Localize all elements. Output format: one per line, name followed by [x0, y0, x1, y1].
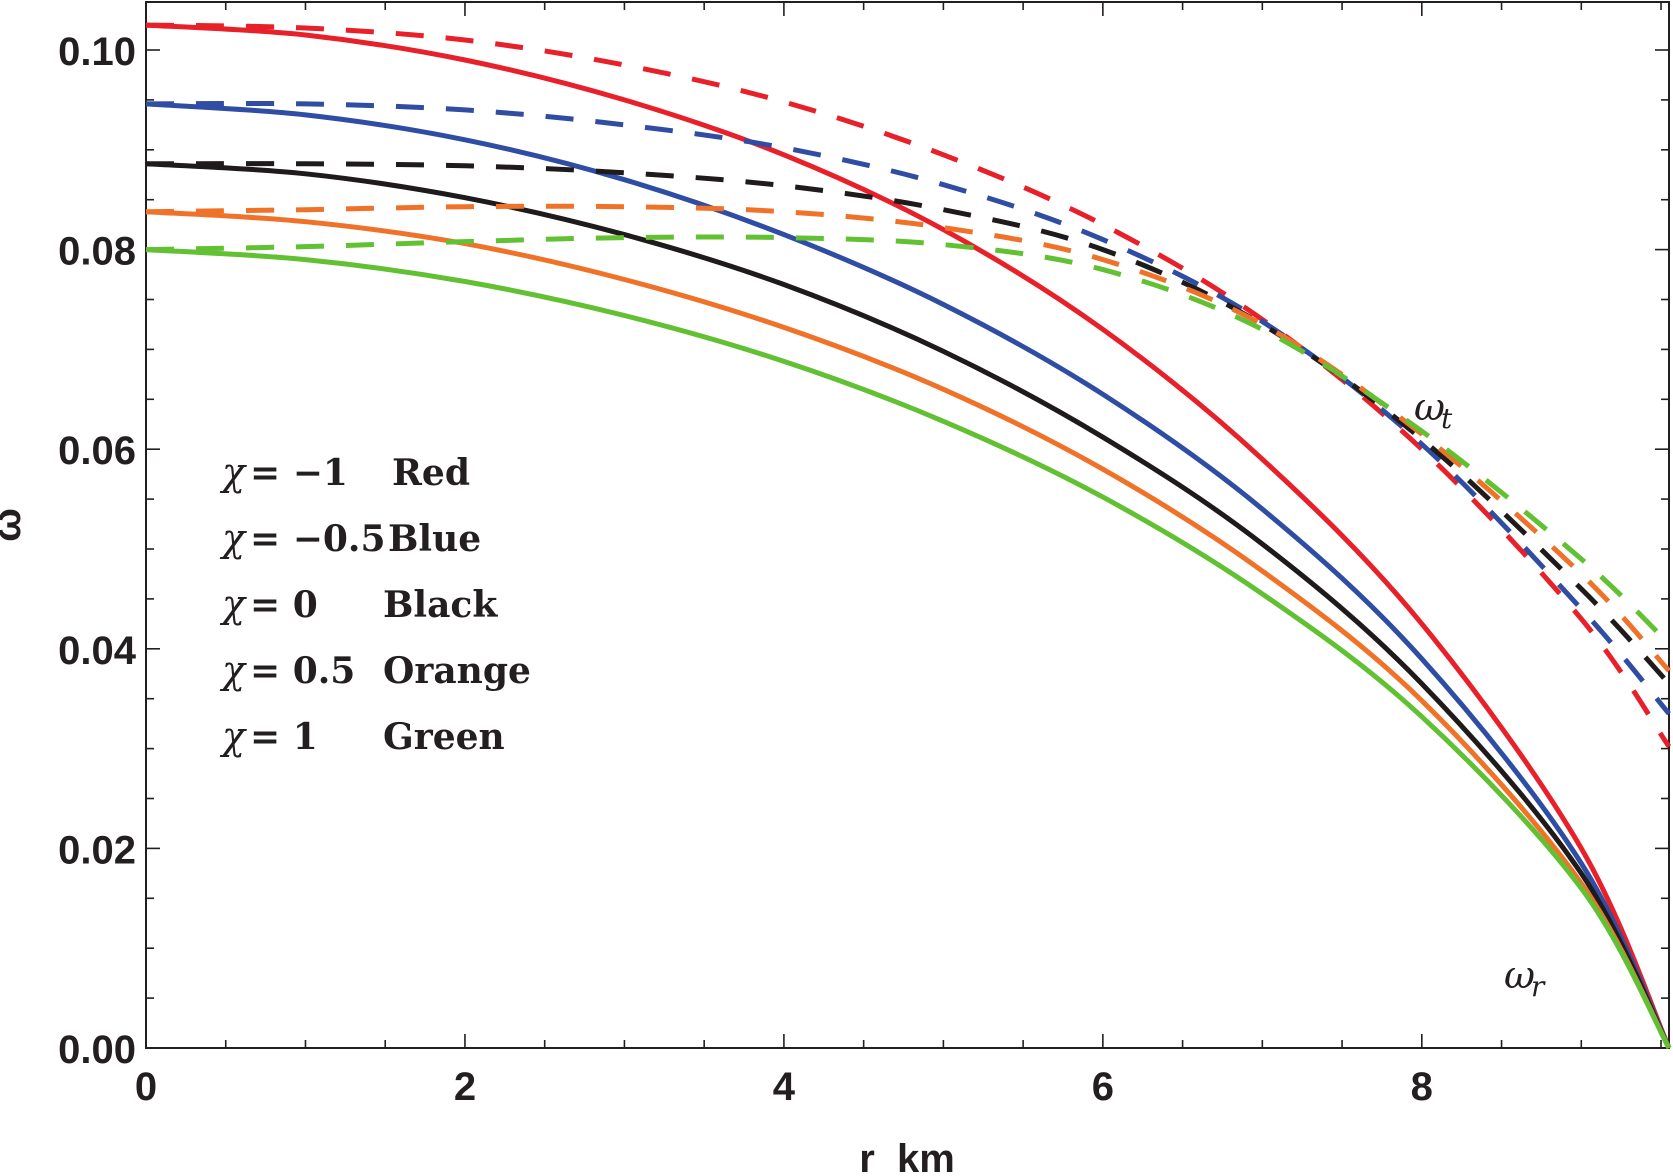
annotation-omega-r: ω r [1504, 953, 1546, 1003]
omega-r-line-chi-neg0p5 [145, 101, 1672, 1050]
legend-chi-value: = 0 [250, 584, 318, 626]
legend-color-name: Blue [388, 518, 481, 560]
x-tick-label: 8 [1411, 1065, 1433, 1109]
legend-chi-symbol: χ [219, 582, 247, 626]
legend-color-name: Black [383, 584, 498, 626]
omega-r-line-chi-0 [145, 161, 1672, 1050]
x-axis-title: r km [859, 1137, 955, 1176]
legend-chi-value: = −0.5 [250, 518, 386, 560]
plot-border [145, 1, 1670, 1049]
legend-chi-symbol: χ [219, 450, 247, 494]
tick-labels: 0 2 4 6 8 0.00 0.02 0.04 0.06 0.08 0.10 [58, 30, 1433, 1109]
legend-color-name: Red [392, 452, 470, 494]
svg-text:ω: ω [1414, 385, 1445, 429]
y-tick-label: 0.08 [58, 230, 136, 274]
y-axis-title: ω [0, 508, 29, 542]
omega-t-line-chi-0 [145, 161, 1671, 686]
x-tick-label: 6 [1092, 1065, 1114, 1109]
plot-frame [145, 1, 1670, 1049]
legend-item: χ = 0.5 Orange [219, 648, 531, 692]
x-tick-label: 0 [135, 1065, 157, 1109]
legend-chi-value: = −1 [250, 452, 348, 494]
legend-item: χ = −1 Red [219, 450, 470, 494]
svg-text:ω: ω [1504, 953, 1535, 997]
legend-color-name: Orange [383, 650, 531, 692]
omega-t-line-chi-1 [145, 234, 1671, 646]
omega-r-line-chi-neg1 [145, 22, 1672, 1050]
y-tick-label: 0.02 [58, 828, 136, 872]
omega-r-line-chi-0p5 [145, 209, 1672, 1050]
svg-text:t: t [1441, 402, 1453, 435]
omega-t-line-chi-0p5 [145, 203, 1671, 673]
legend-chi-symbol: χ [219, 648, 247, 692]
omega-t-line-chi-neg1 [145, 22, 1672, 749]
x-tick-label: 2 [454, 1065, 476, 1109]
annotation-omega-t: ω t [1414, 385, 1453, 435]
series-lines [145, 22, 1672, 1050]
legend-item: χ = −0.5 Blue [219, 516, 481, 560]
legend-chi-value: = 0.5 [250, 650, 355, 692]
axis-ticks [145, 2, 1669, 1049]
legend-chi-value: = 1 [250, 716, 318, 758]
omega-t-line-chi-neg0p5 [145, 100, 1671, 716]
legend-item: χ = 1 Green [219, 714, 505, 758]
legend-color-name: Green [383, 716, 505, 758]
y-tick-label: 0.04 [58, 629, 137, 673]
y-tick-label: 0.06 [58, 429, 136, 473]
x-tick-label: 4 [773, 1065, 796, 1109]
y-tick-label: 0.10 [58, 30, 136, 74]
svg-text:r: r [1531, 970, 1546, 1003]
legend-chi-symbol: χ [219, 714, 247, 758]
legend-chi-symbol: χ [219, 516, 247, 560]
legend-item: χ = 0 Black [219, 582, 498, 626]
y-tick-label: 0.00 [58, 1028, 136, 1072]
omega-r-line-chi-1 [145, 247, 1672, 1050]
